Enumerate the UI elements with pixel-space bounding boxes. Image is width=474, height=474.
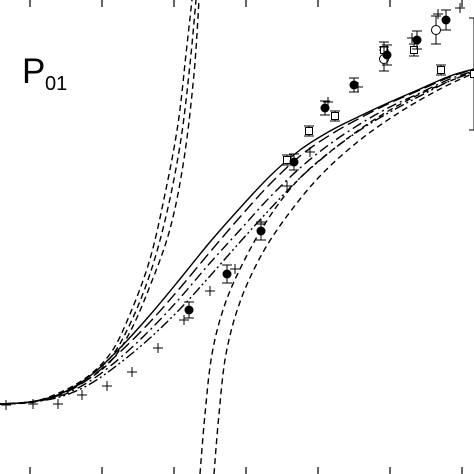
curve-dashed-7 [199, 71, 474, 474]
curve-solid-0 [0, 68, 474, 405]
filled-circle-marker-7 [412, 35, 422, 45]
curve-dash-dot-dot-3 [0, 71, 474, 405]
filled-circle-marker-8 [441, 15, 451, 25]
open-circle-marker-1 [431, 25, 441, 35]
open-square-marker-4 [410, 46, 418, 54]
filled-circle-marker-2 [256, 226, 266, 236]
open-square-marker-6 [470, 70, 474, 78]
open-square-marker-5 [437, 66, 445, 74]
filled-circle-marker-5 [349, 80, 359, 90]
panel-label: P 01 [22, 52, 67, 95]
open-square-marker-1 [305, 127, 313, 135]
curve-dashed-6 [0, 0, 200, 405]
curve-dash-dot-2 [0, 70, 474, 405]
panel-label-main: P [22, 52, 45, 91]
filled-circle-marker-6 [382, 50, 392, 60]
open-square-marker-2 [331, 112, 339, 120]
data-markers [1, 3, 474, 410]
filled-circle-marker-4 [320, 103, 330, 113]
filled-circle-marker-3 [289, 157, 299, 167]
curve-dashed-5 [0, 0, 197, 405]
curve-long-dash-1 [0, 68, 474, 405]
filled-circle-marker-1 [222, 269, 232, 279]
curve-dashed-8 [213, 72, 474, 474]
plot-frame [29, 0, 463, 474]
panel-label-sub: 01 [45, 73, 67, 95]
open-square-marker-0 [283, 156, 291, 164]
filled-circle-marker-0 [184, 305, 194, 315]
